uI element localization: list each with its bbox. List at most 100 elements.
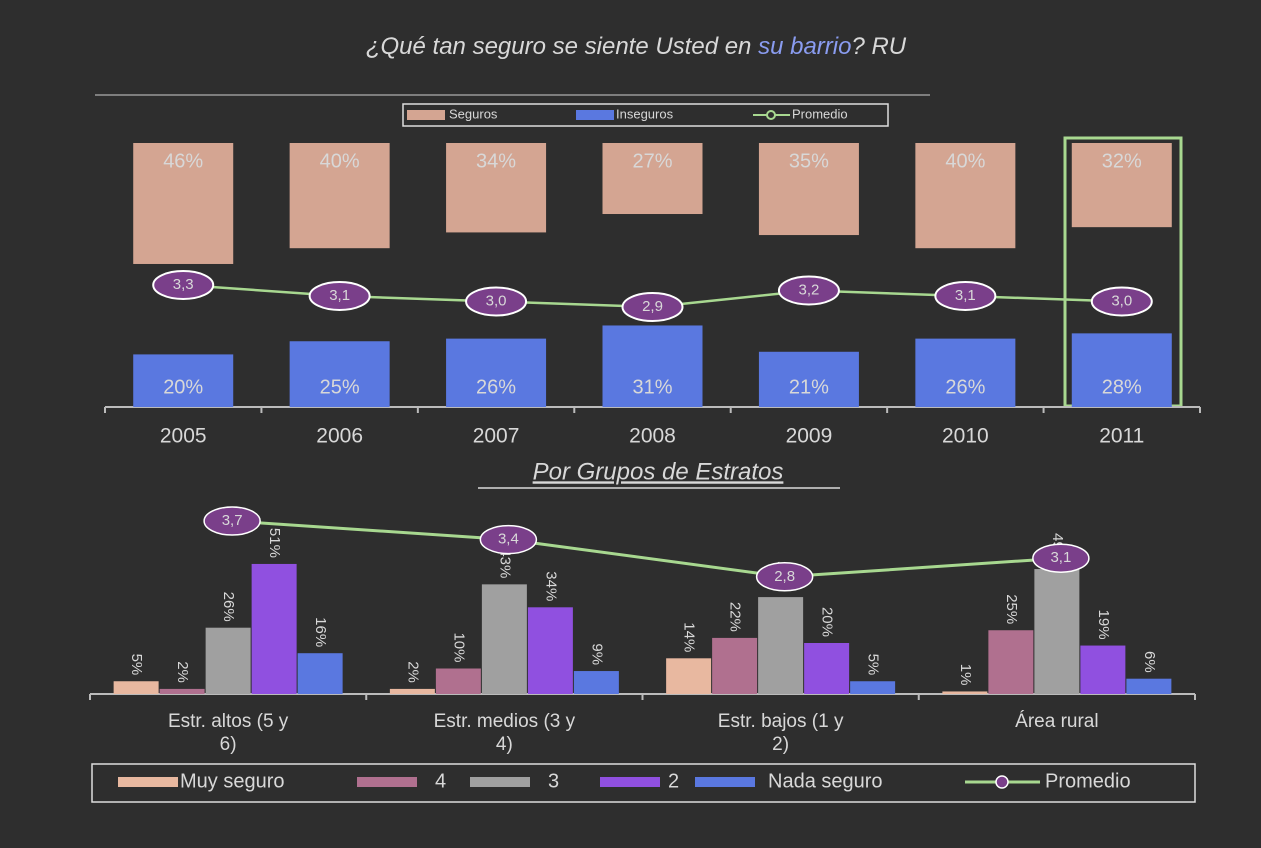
x-tick-label: Estr. bajos (1 y 2) [718,711,844,755]
bar [446,143,547,233]
data-label: 2,8 [774,568,795,585]
promedio-marker [777,275,840,306]
data-label: 1% [957,664,974,686]
legend-label: 3 [548,770,559,792]
data-label: 28% [1102,376,1142,398]
label-line: 4) [496,734,513,755]
x-tick-label: Área rural [1015,711,1098,732]
data-label: 5% [128,654,145,676]
bar [1080,645,1126,694]
x-tick-label: Estr. altos (5 y 6) [168,711,289,755]
data-label: 3,3 [173,276,194,293]
data-label: 5% [865,654,882,676]
bar [297,653,343,694]
chart-title: ¿Qué tan seguro se siente Usted en su ba… [366,33,907,60]
data-label: 2% [404,661,421,683]
bar [251,563,297,694]
label-line: Estr. medios (3 y [434,711,576,732]
label-line: 2) [772,734,789,755]
data-label: 34% [542,571,559,601]
data-label: 22% [727,602,744,632]
data-label: 20% [819,607,836,637]
data-label: 16% [312,617,329,647]
data-label: 19% [1095,610,1112,640]
legend-label: 2 [668,770,679,792]
data-label: 9% [588,643,605,665]
promedio-marker [621,292,684,322]
x-tick-label: 2010 [942,425,989,448]
promedio-marker [203,506,261,536]
legend-marker [995,775,1009,789]
legend-label: 4 [435,770,446,792]
label-line: Estr. altos (5 y [168,711,289,732]
bar [942,691,988,694]
legend-box [402,103,889,127]
bar [481,584,527,694]
bar [289,341,390,407]
data-label: 32% [1102,150,1142,172]
data-label: 35% [789,150,829,172]
data-label: 21% [789,376,829,398]
legend-swatch [118,777,178,787]
legend-label: Promedio [792,106,848,121]
bar [758,351,859,407]
promedio-marker [934,281,997,311]
promedio-marker [1032,543,1090,573]
bar [850,681,896,694]
data-label: 6% [1141,651,1158,673]
bar [758,597,804,694]
title-part: ¿Qué tan seguro se siente Usted en [366,33,758,60]
bar [573,671,619,694]
bar [602,325,703,407]
data-label: 27% [632,150,672,172]
data-label: 40% [945,150,985,172]
data-label: 26% [220,592,237,622]
data-label: 3,7 [222,512,243,529]
legend-swatch [407,110,445,120]
data-label: 10% [450,632,467,662]
legend-label: Promedio [1045,770,1131,792]
data-label: 3,0 [486,292,507,309]
data-label: 46% [163,150,203,172]
bar [133,143,234,264]
promedio-marker [1090,286,1153,317]
data-label: 40% [320,150,360,172]
bar [602,143,703,215]
bar [205,627,251,694]
title-part: ? RU [851,33,906,60]
data-label: 3,4 [498,531,519,548]
legend-marker [766,110,776,120]
x-tick-label: 2011 [1099,425,1144,448]
bar [446,338,547,407]
bar [666,658,712,694]
legend-swatch [357,777,417,787]
label-line: 6) [220,734,237,755]
promedio-marker [479,524,538,555]
title-part: su barrio [758,33,851,60]
bar [527,607,573,694]
bar [389,688,435,694]
bar [1034,569,1080,694]
x-tick-label: 2009 [786,425,833,448]
promedio-marker [465,286,528,317]
bar [113,681,159,694]
bar [289,143,390,249]
data-label: 3,2 [798,281,819,298]
legend-swatch [470,777,530,787]
bar [1071,143,1172,228]
x-tick-label: 2005 [160,425,207,448]
data-label: 31% [632,376,672,398]
label-line: Estr. bajos (1 y [718,711,844,732]
bar [159,688,205,694]
legend-swatch [576,110,614,120]
data-label: 25% [1003,594,1020,624]
promedio-marker [308,281,371,311]
x-tick-label: 2008 [629,425,676,448]
data-label: 26% [476,376,516,398]
data-label: 3,1 [1050,549,1071,566]
data-label: 3,1 [329,287,350,304]
legend-label: Muy seguro [180,770,285,792]
data-label: 2% [174,661,191,683]
